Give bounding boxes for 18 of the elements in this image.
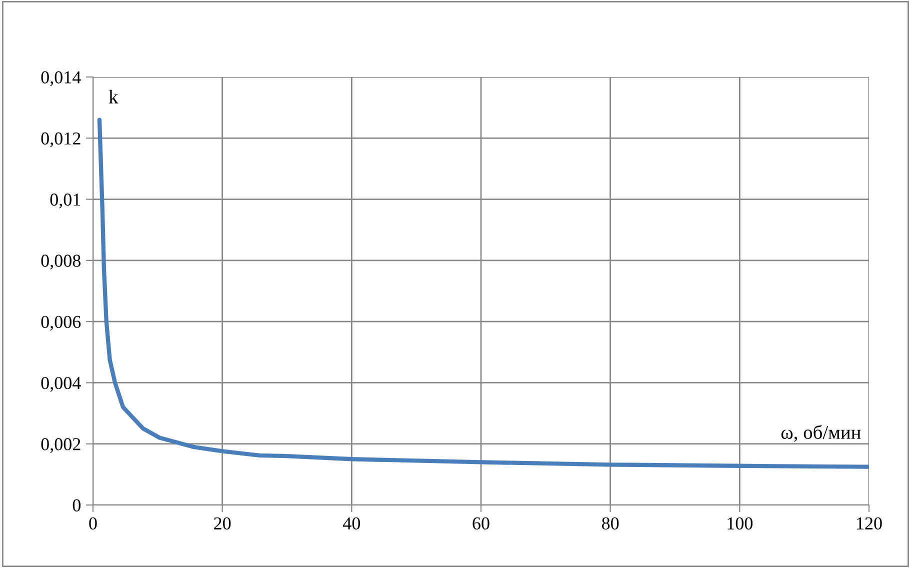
y-tick-label: 0 (72, 499, 81, 512)
y-tick-label: 0,014 (41, 71, 81, 86)
y-tick-label: 0,01 (50, 194, 80, 208)
x-tick-label: 40 (342, 517, 360, 530)
x-tick-label: 20 (214, 517, 231, 530)
line-series (97, 118, 869, 469)
y-tick-label: 0,004 (41, 376, 81, 392)
x-tick-label: 0 (89, 517, 97, 530)
x-tick-label: 120 (857, 517, 882, 530)
x-tick-label: 60 (472, 517, 490, 530)
x-axis-title: ω, об/мин (781, 424, 861, 442)
y-axis-title: k (108, 90, 118, 104)
y-tick-label: 0,006 (41, 316, 81, 331)
x-tick-label: 80 (602, 517, 619, 530)
y-tick-label: 0,012 (41, 132, 80, 148)
x-tick-label: 100 (728, 517, 753, 530)
y-tick-label: 0,002 (41, 438, 80, 453)
y-tick-label: 0,008 (41, 254, 81, 270)
